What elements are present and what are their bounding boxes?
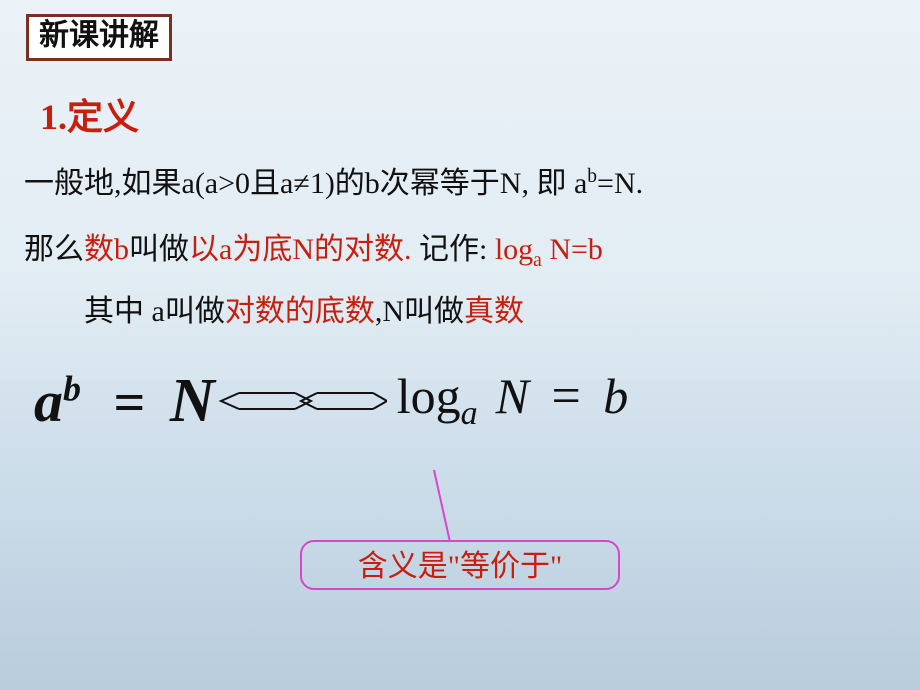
slide: 新课讲解 1.定义 一般地,如果a(a>0且a≠1)的b次幂等于N, 即 ab=… [0,0,920,690]
eq-left-exp: b [63,369,81,409]
eq-right-equals-icon: = [551,368,580,425]
eq-left-base: a [34,369,63,434]
callout-box: 含义是"等价于" [300,540,620,590]
heading-number: 1. [40,97,67,137]
equation-right: logaN = b [397,371,629,431]
eq-right-b: b [603,368,628,424]
definition-line-1: 一般地,如果a(a>0且a≠1)的b次幂等于N, 即 ab=N. [24,158,643,202]
line2-p2: 数b [84,233,129,266]
line2-p3: 叫做 [129,233,189,266]
line2-p6: 记作: [411,233,494,266]
heading: 1.定义 [40,88,139,140]
line3-p1: 其中 a叫做 [84,295,225,328]
line3-p3: ,N叫做 [375,295,464,328]
equation-row: ab = N [34,370,896,432]
double-arrow-icon [217,378,387,424]
heading-text: 定义 [67,97,139,137]
equation-left: ab = N [34,370,215,432]
eq-right-log: log [397,368,461,424]
definition-line-2: 那么数b叫做以a为底N的对数. 记作: loga N=b [24,224,603,272]
line2-log-sub: a [533,250,542,271]
line2-p1: 那么 [24,233,84,266]
line3-p4: 真数 [464,295,524,328]
eq-right-N: N [496,368,529,424]
line1-after: =N. [597,167,643,200]
callout-connector-icon [430,466,470,546]
eq-right-sub: a [461,395,478,432]
line1-sup: b [587,166,597,187]
line1-before: 一般地,如果a(a>0且a≠1)的b次幂等于N, 即 a [24,167,587,200]
eq-left-equals-icon: = [114,372,146,434]
callout-text: 含义是"等价于" [310,548,610,586]
eq-left-N: N [170,367,215,435]
section-badge-text: 新课讲解 [39,19,159,52]
line2-log: log [495,233,533,266]
line2-log-rest: N=b [542,233,603,266]
line3-p2: 对数的底数 [225,295,375,328]
line2-p4: 以a为底N的对数 [189,233,404,266]
definition-line-3: 其中 a叫做对数的底数,N叫做真数 [84,286,524,330]
section-badge: 新课讲解 [26,14,172,61]
